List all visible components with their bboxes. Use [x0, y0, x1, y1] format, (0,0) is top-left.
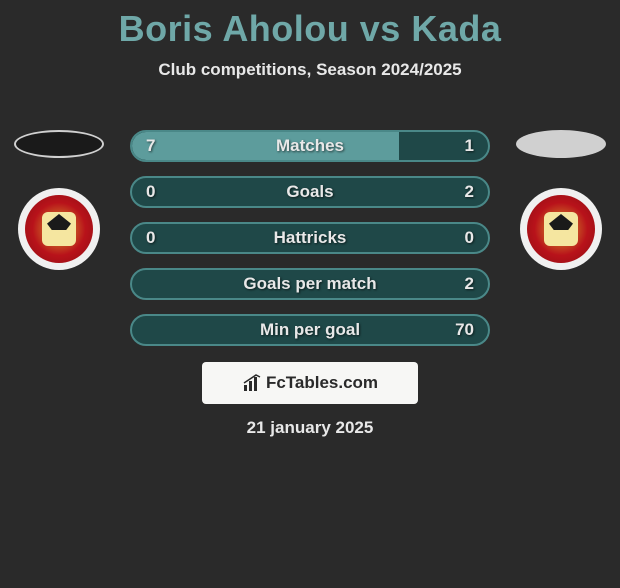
- footer-date: 21 january 2025: [0, 418, 620, 438]
- stat-label: Min per goal: [132, 320, 488, 340]
- stats-container: 7 Matches 1 0 Goals 2 0 Hattricks 0 Goal…: [130, 130, 490, 360]
- chart-icon: [242, 373, 262, 393]
- club-badge-right: [520, 188, 602, 270]
- stat-right-value: 2: [465, 274, 474, 294]
- stat-row-hattricks: 0 Hattricks 0: [130, 222, 490, 254]
- brand-box[interactable]: FcTables.com: [202, 362, 418, 404]
- stat-row-matches: 7 Matches 1: [130, 130, 490, 162]
- stat-label: Goals: [132, 182, 488, 202]
- stat-row-goals: 0 Goals 2: [130, 176, 490, 208]
- brand-label: FcTables.com: [266, 373, 378, 393]
- club-badge-left: [18, 188, 100, 270]
- stat-label: Hattricks: [132, 228, 488, 248]
- stat-label: Goals per match: [132, 274, 488, 294]
- stat-row-goals-per-match: Goals per match 2: [130, 268, 490, 300]
- stat-right-value: 70: [455, 320, 474, 340]
- stat-right-value: 1: [465, 136, 474, 156]
- stat-row-min-per-goal: Min per goal 70: [130, 314, 490, 346]
- stat-right-value: 0: [465, 228, 474, 248]
- stat-label: Matches: [132, 136, 488, 156]
- page-title: Boris Aholou vs Kada: [0, 8, 620, 50]
- player-ellipse-right: [516, 130, 606, 158]
- stat-right-value: 2: [465, 182, 474, 202]
- player-ellipse-left: [14, 130, 104, 158]
- subtitle: Club competitions, Season 2024/2025: [0, 60, 620, 80]
